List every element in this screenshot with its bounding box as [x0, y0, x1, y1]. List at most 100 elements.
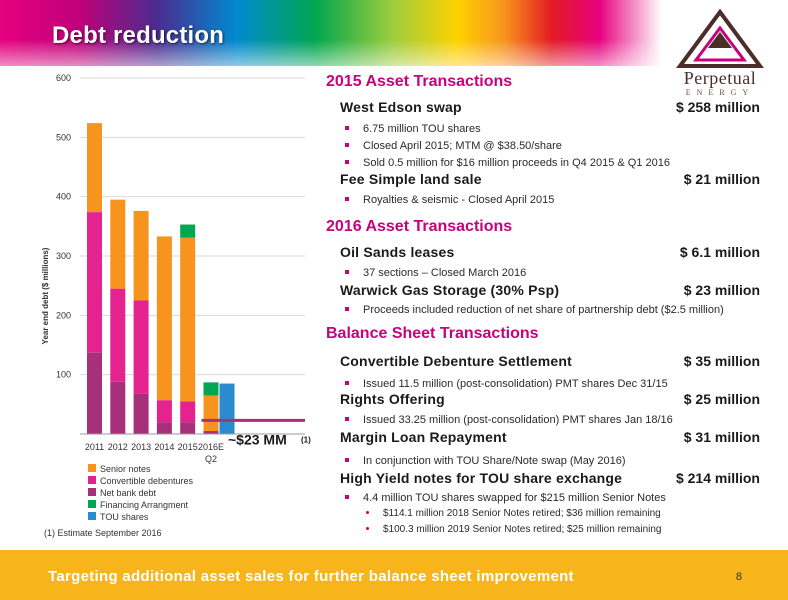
legend-swatch	[88, 512, 96, 520]
legend-label: Net bank debt	[100, 488, 157, 498]
x-tick-label: 2016E	[198, 442, 224, 452]
bullet-text: Sold 0.5 million for $16 million proceed…	[363, 157, 670, 169]
x-tick-label: 2015	[178, 442, 198, 452]
logo-name: Perpetual	[683, 68, 757, 88]
x-tick-label: 2013	[131, 442, 151, 452]
header-banner: Debt reduction	[0, 0, 788, 66]
bar-segment	[110, 288, 126, 382]
transaction-title: Margin Loan Repayment	[340, 429, 507, 445]
footnote: (1) Estimate September 2016	[44, 528, 162, 538]
y-tick-label: 100	[56, 370, 71, 380]
bar-segment	[203, 431, 219, 434]
x-tick-label: 2011	[85, 442, 104, 452]
x-tick-label: 2014	[154, 442, 174, 452]
bullet-item: Royalties & seismic - Closed April 2015	[345, 194, 554, 206]
x-tick-sublabel: Q2	[205, 454, 217, 464]
bullet-square-icon	[345, 126, 349, 131]
bullet-dot-icon	[366, 510, 369, 514]
section-heading: Balance Sheet Transactions	[326, 325, 539, 342]
legend-swatch	[88, 488, 96, 496]
footer-message: Targeting additional asset sales for fur…	[48, 568, 574, 585]
bar-segment	[203, 395, 219, 432]
bullet-text: Closed April 2015; MTM @ $38.50/share	[363, 140, 562, 152]
y-axis-label: Year end debt ($ millions)	[41, 247, 50, 344]
bullet-item: In conjunction with TOU Share/Note swap …	[345, 455, 626, 467]
transaction-title: Warwick Gas Storage (30% Psp)	[340, 282, 560, 298]
bar-segment	[110, 199, 126, 289]
bullet-square-icon	[345, 381, 349, 386]
bullet-square-icon	[345, 160, 349, 165]
transaction-title: Oil Sands leases	[340, 244, 455, 260]
bar-segment	[133, 210, 149, 301]
bullet-square-icon	[345, 307, 349, 312]
y-tick-label: 400	[56, 192, 71, 202]
bullet-text: 37 sections – Closed March 2016	[363, 267, 527, 279]
bullet-text: Issued 33.25 million (post-consolidation…	[363, 414, 673, 426]
bullet-item: Issued 11.5 million (post-consolidation)…	[345, 378, 668, 390]
debt-chart: 100 200 300 400 500 600 Year end debt ($ milli…	[0, 66, 325, 546]
bullet-item: Closed April 2015; MTM @ $38.50/share	[345, 140, 562, 152]
section-heading: 2015 Asset Transactions	[326, 73, 513, 90]
transaction-amount: $ 25 million	[683, 391, 760, 407]
sub-bullet-text: $100.3 million 2019 Senior Notes retired…	[383, 524, 662, 535]
bar-segment	[180, 422, 196, 434]
logo-sub: ENERGY	[685, 88, 755, 97]
debt-chart-svg: 100 200 300 400 500 600 Year end debt ($ milli…	[41, 73, 311, 522]
page-title: Debt reduction	[52, 22, 225, 49]
transaction-amount: $ 214 million	[675, 470, 760, 486]
y-tick-label: 200	[56, 310, 71, 320]
bullet-item: 4.4 million TOU shares swapped for $215 …	[345, 492, 666, 504]
bullet-square-icon	[345, 143, 349, 148]
transaction-title: High Yield notes for TOU share exchange	[340, 470, 623, 486]
bullet-square-icon	[345, 495, 349, 500]
bullet-item: Proceeds included reduction of net share…	[345, 304, 724, 316]
bullet-square-icon	[345, 270, 349, 275]
bullet-text: 4.4 million TOU shares swapped for $215 …	[363, 492, 666, 504]
bar-segment-tou	[219, 383, 235, 434]
bar-segment	[156, 400, 172, 423]
bar-segment	[133, 300, 149, 394]
page-number: 8	[735, 571, 742, 583]
bullet-text: Proceeds included reduction of net share…	[363, 304, 724, 316]
transaction-title: Convertible Debenture Settlement	[340, 353, 572, 369]
bullet-item: Sold 0.5 million for $16 million proceed…	[345, 157, 670, 169]
bar-segment	[180, 401, 196, 423]
legend-label: Senior notes	[100, 464, 151, 474]
transaction-amount: $ 31 million	[683, 429, 760, 445]
sub-bullet-item: $100.3 million 2019 Senior Notes retired…	[366, 524, 662, 535]
bullet-item: 6.75 million TOU shares	[345, 123, 481, 135]
bullet-item: Issued 33.25 million (post-consolidation…	[345, 414, 673, 426]
y-tick-label: 500	[56, 132, 71, 142]
bullet-dot-icon	[366, 526, 369, 530]
sub-bullet-text: $114.1 million 2018 Senior Notes retired…	[383, 508, 661, 519]
transaction-amount: $ 35 million	[683, 353, 760, 369]
sub-bullet-item: $114.1 million 2018 Senior Notes retired…	[366, 508, 661, 519]
target-annotation-note: (1)	[301, 435, 311, 444]
banner-background	[0, 0, 788, 66]
bullet-text: Issued 11.5 million (post-consolidation)…	[363, 378, 668, 390]
bullet-square-icon	[345, 458, 349, 463]
legend-label: TOU shares	[100, 512, 149, 522]
transaction-amount: $ 6.1 million	[679, 244, 760, 260]
footer-bar: Targeting additional asset sales for fur…	[0, 550, 788, 600]
bullet-square-icon	[345, 197, 349, 202]
bar-segment	[87, 352, 102, 434]
bar-segment	[133, 393, 149, 434]
bar-segment	[180, 224, 196, 238]
bullet-item: 37 sections – Closed March 2016	[345, 267, 526, 279]
bar-segment	[203, 382, 219, 396]
bar-segment	[156, 236, 172, 401]
y-tick-label: 600	[56, 73, 71, 83]
bar-segment	[87, 212, 102, 353]
bar-segment	[87, 123, 102, 213]
bullet-square-icon	[345, 417, 349, 422]
legend-swatch	[88, 500, 96, 508]
bar-segment	[180, 237, 196, 402]
x-tick-label: 2012	[108, 442, 128, 452]
bar-segment	[156, 422, 172, 434]
legend-label: Convertible debentures	[100, 476, 194, 486]
legend-swatch	[88, 476, 96, 484]
target-annotation: ~$23 MM	[228, 431, 287, 447]
y-tick-label: 300	[56, 251, 71, 261]
bullet-text: Royalties & seismic - Closed April 2015	[363, 194, 555, 206]
